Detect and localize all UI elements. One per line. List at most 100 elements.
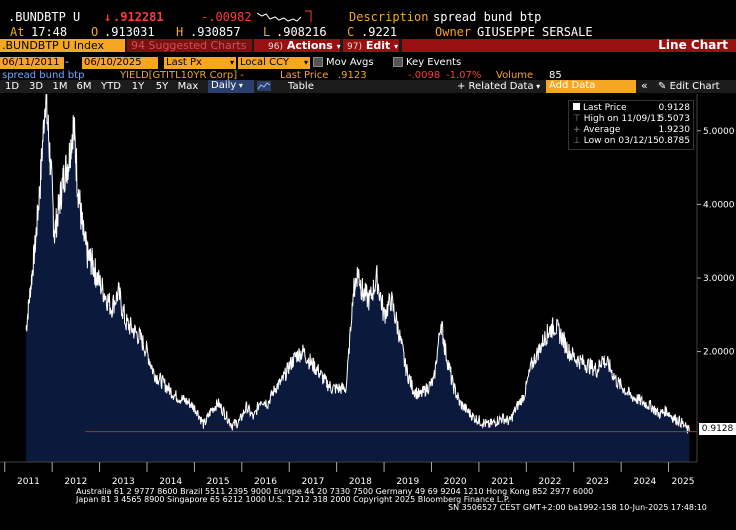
key-events-toggle[interactable]: Key Events — [393, 57, 461, 69]
currency-label: Local CCY — [240, 57, 289, 68]
footer-session: SN 3506527 CEST GMT+2:00 ba1992-158 10-J… — [448, 503, 707, 512]
legend-last-price-row: Last Price — [573, 102, 627, 114]
field-selector-label: Last Px — [166, 57, 202, 68]
low-value: .908216 — [276, 25, 327, 39]
field-selector[interactable]: Last Px ▾ — [164, 57, 236, 69]
start-date-field[interactable]: 06/11/2011 — [0, 57, 64, 69]
edit-chart-button[interactable]: ✎ Edit Chart — [658, 81, 720, 93]
period-buttons: 1D 3D 1M 6M YTD 1Y 5Y Max — [0, 81, 202, 93]
mov-avgs-checkbox[interactable] — [313, 57, 323, 67]
high-value: .930857 — [190, 25, 241, 39]
actions-label: Actions — [286, 39, 333, 52]
y-tick-label: 2.0000 — [703, 348, 735, 358]
legend-low-value: 0.8785 — [658, 136, 691, 146]
chevron-down-icon: ▾ — [236, 81, 243, 90]
series-yield: YIELD[GTITL10YR Corp] - — [120, 70, 244, 81]
currency-selector[interactable]: Local CCY ▾ — [238, 57, 310, 69]
x-tick-label: 2018 — [349, 477, 372, 487]
suggested-charts-button[interactable]: 94 Suggested Charts — [127, 39, 252, 52]
time-label: At — [10, 25, 25, 39]
time-value: 17:48 — [31, 25, 68, 39]
chart-legend[interactable]: Last Price 0.9128 ⊤ High on 11/09/11 5.5… — [568, 100, 694, 150]
period-3d[interactable]: 3D — [28, 81, 44, 92]
edit-button[interactable]: 97) Edit ▾ — [343, 39, 399, 52]
frequency-selector[interactable]: Daily ▾ — [208, 80, 254, 93]
description-label: Description — [349, 10, 429, 24]
collapse-arrows-icon[interactable]: « — [641, 79, 648, 92]
chevron-down-icon: ▾ — [394, 42, 399, 51]
owner-label: Owner — [435, 25, 472, 39]
actions-number: 96) — [268, 42, 283, 52]
chevron-down-icon: ▾ — [303, 58, 308, 67]
close-value: .9221 — [361, 25, 398, 39]
x-tick-label: 2013 — [112, 477, 135, 487]
legend-last-price-label: Last Price — [583, 103, 627, 113]
period-1m[interactable]: 1M — [52, 81, 68, 92]
price-change: -.00982 — [201, 10, 252, 24]
period-1d[interactable]: 1D — [4, 81, 20, 92]
x-axis-ticks: 2011 2012 2013 2014 2015 2016 2017 2018 2019 2020… — [4, 462, 695, 487]
last-price-value: .9123 — [338, 70, 367, 81]
series-name: spread bund btp — [2, 70, 85, 81]
period-ytd[interactable]: YTD — [101, 81, 121, 92]
x-tick-label: 2017 — [301, 477, 324, 487]
volume-label: Volume — [496, 70, 534, 81]
low-label: L — [263, 25, 271, 39]
chevron-down-icon: ▾ — [533, 82, 541, 91]
legend-high-label: ⊤ High on 11/09/11 — [573, 114, 662, 124]
table-button[interactable]: Table — [288, 81, 314, 92]
y-tick-label: 3.0000 — [703, 274, 735, 284]
chevron-down-icon: ▾ — [229, 58, 234, 67]
frequency-label: Daily — [211, 80, 237, 91]
legend-swatch — [573, 103, 580, 110]
description-value: spread bund btp — [433, 10, 542, 24]
line-chart-icon[interactable] — [257, 81, 271, 91]
period-max[interactable]: Max — [177, 81, 199, 92]
x-tick-label: 2024 — [633, 477, 656, 487]
x-tick-label: 2016 — [254, 477, 277, 487]
x-tick-label: 2025 — [672, 477, 695, 487]
pencil-icon: ✎ — [658, 81, 667, 92]
legend-low-label: ⊥ Low on 03/12/15 — [573, 136, 659, 146]
edit-label: Edit — [365, 39, 391, 52]
period-1y[interactable]: 1Y — [131, 81, 145, 92]
volume-value: 85 — [549, 70, 562, 81]
mov-avgs-label: Mov Avgs — [326, 57, 374, 68]
sparkline-icon — [257, 10, 312, 22]
x-tick-label: 2014 — [159, 477, 182, 487]
key-events-checkbox[interactable] — [393, 57, 403, 67]
actions-button[interactable]: 96) Actions ▾ — [254, 39, 341, 52]
chevron-down-icon: ▾ — [336, 42, 341, 51]
legend-average-label: + Average — [573, 125, 621, 135]
add-data-input[interactable]: Add Data — [546, 80, 636, 93]
close-label: C — [347, 25, 355, 39]
x-tick-label: 2023 — [586, 477, 609, 487]
chart-type-label: Line Chart — [402, 39, 736, 52]
last-price-change: -.0098 — [408, 70, 441, 81]
period-6m[interactable]: 6M — [76, 81, 92, 92]
edit-number: 97) — [347, 42, 362, 52]
x-tick-label: 2020 — [444, 477, 467, 487]
last-price-label: Last Price — [280, 70, 329, 81]
legend-average-value: 1.9230 — [658, 125, 691, 135]
series-line — [25, 94, 690, 434]
footer-phones-2: Japan 81 3 4565 8900 Singapore 65 6212 1… — [76, 495, 511, 504]
period-5y[interactable]: 5Y — [155, 81, 169, 92]
x-tick-label: 2021 — [491, 477, 514, 487]
x-tick-label: 2012 — [64, 477, 87, 487]
y-tick-label: 4.0000 — [703, 200, 735, 210]
high-label: H — [176, 25, 184, 39]
last-price: .912281 — [113, 10, 164, 24]
end-date-field[interactable]: 06/10/2025 — [82, 57, 158, 69]
key-events-label: Key Events — [406, 57, 462, 68]
price-arrow: ↓ — [104, 10, 112, 24]
edit-chart-label: Edit Chart — [669, 81, 720, 92]
owner-value: GIUSEPPE SERSALE — [477, 25, 593, 39]
legend-last-price-value: 0.9128 — [658, 103, 691, 113]
mov-avgs-toggle[interactable]: Mov Avgs — [313, 57, 374, 69]
related-data-button[interactable]: + Related Data ▾ — [457, 81, 540, 93]
security-field[interactable]: .BUNDBTP U Index — [0, 39, 125, 52]
x-tick-label: 2015 — [207, 477, 230, 487]
y-axis-ticks: 5.0000 4.0000 3.0000 2.0000 — [697, 127, 735, 358]
